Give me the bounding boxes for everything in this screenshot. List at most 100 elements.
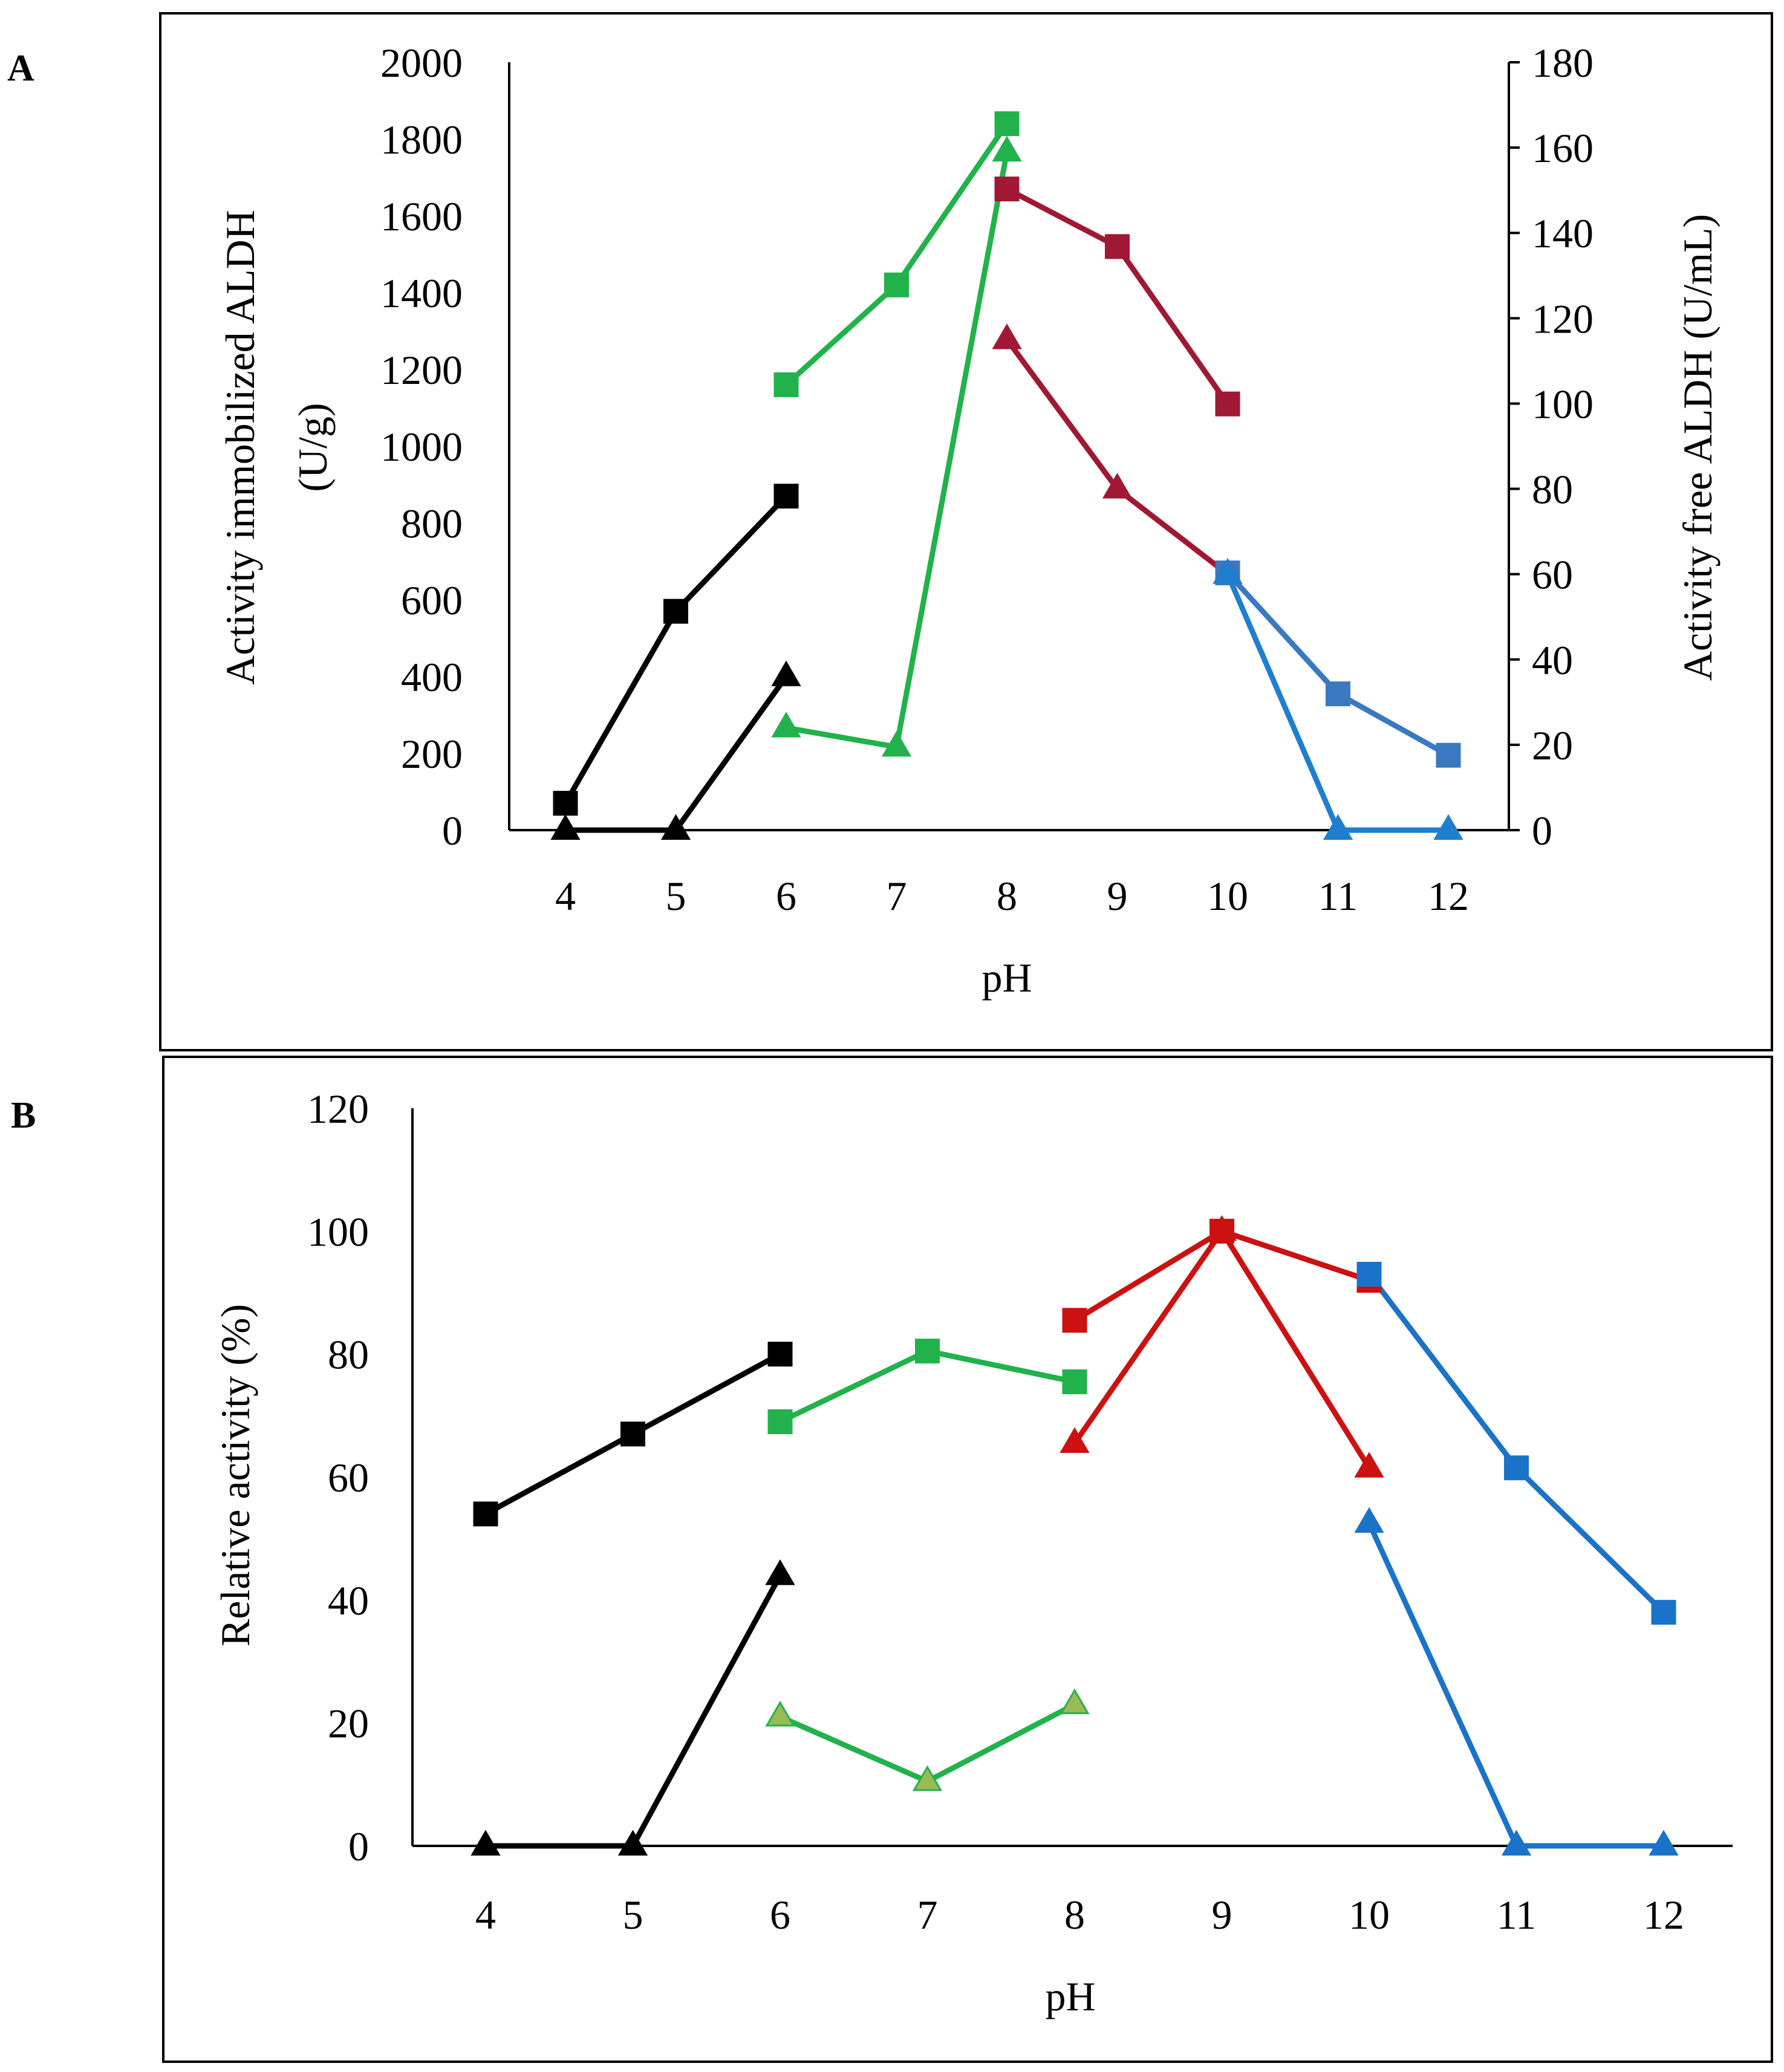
series-line (786, 151, 1010, 750)
y-tick-label-right: 120 (1532, 296, 1594, 342)
data-point-square (773, 372, 799, 397)
data-point-square (1326, 681, 1350, 707)
data-point-square (473, 1501, 498, 1527)
y-tick-label-left: 20 (328, 1701, 369, 1747)
y-tick-label-left: 1200 (380, 347, 463, 393)
y-tick-label-right: 180 (1532, 40, 1594, 86)
y-tick-label-left: 1000 (380, 424, 463, 470)
data-point-triangle (912, 1765, 943, 1791)
y-tick-label-right: 100 (1532, 381, 1594, 427)
y-axis-title-left: Activity immobilized ALDH (217, 210, 263, 685)
series-line (1073, 1228, 1370, 1323)
series-line (1367, 1272, 1666, 1614)
data-point-triangle (617, 1830, 648, 1856)
x-tick-label: 4 (555, 873, 576, 919)
x-tick-label: 5 (623, 1892, 643, 1938)
x-tick-label: 9 (1107, 873, 1128, 919)
panel-b-frame (162, 1056, 1773, 2063)
data-point-triangle (771, 660, 801, 686)
x-tick-label: 12 (1643, 1892, 1684, 1938)
y-tick-label-right: 20 (1532, 723, 1573, 768)
x-tick-label: 11 (1318, 873, 1358, 919)
y-tick-label-right: 60 (1532, 552, 1573, 598)
data-point-square (1105, 234, 1130, 259)
x-tick-label: 4 (475, 1892, 496, 1938)
y-tick-label-left: 600 (401, 577, 463, 623)
data-point-square (620, 1421, 645, 1447)
y-tick-label-left: 0 (442, 808, 463, 854)
data-point-square (1062, 1308, 1087, 1333)
data-point-triangle (550, 814, 581, 840)
data-point-triangle (1206, 1215, 1237, 1241)
data-point-triangle (992, 323, 1022, 349)
y-tick-label-left: 1800 (380, 117, 463, 163)
y-tick-label-left: 120 (307, 1086, 369, 1132)
data-point-triangle (470, 1830, 501, 1856)
data-point-triangle (1501, 1830, 1532, 1856)
data-point-triangle (765, 1559, 795, 1585)
data-point-triangle (765, 1700, 795, 1727)
data-point-square (663, 599, 688, 624)
y-tick-label-left: 800 (401, 501, 463, 547)
data-point-square (1504, 1455, 1529, 1481)
panel-a-frame (159, 12, 1773, 1051)
y-axis-title-left-units: (U/g) (290, 403, 336, 492)
y-tick-label-right: 160 (1532, 125, 1594, 171)
data-point-triangle (1354, 1507, 1384, 1533)
x-tick-label: 7 (887, 873, 907, 919)
series-line (1004, 337, 1229, 577)
y-tick-label-right: 80 (1532, 467, 1573, 513)
panel-label-b: B (11, 1095, 36, 1136)
y-tick-label-left: 1600 (380, 193, 463, 239)
data-point-square (767, 1409, 793, 1434)
y-axis-title: Relative activity (%) (212, 1304, 258, 1646)
x-axis-title: pH (982, 955, 1032, 1001)
data-point-triangle (992, 135, 1022, 162)
data-point-triangle (1060, 1427, 1090, 1453)
x-tick-label: 6 (770, 1892, 790, 1938)
data-point-triangle (881, 730, 912, 757)
y-tick-label-left: 200 (401, 731, 463, 777)
data-point-square (1651, 1600, 1676, 1625)
data-point-triangle (1433, 814, 1463, 840)
x-tick-label: 9 (1212, 1892, 1232, 1938)
y-tick-label-right: 40 (1532, 637, 1573, 683)
data-point-triangle (1649, 1830, 1679, 1856)
y-tick-label-left: 0 (348, 1824, 369, 1869)
data-point-triangle (1102, 473, 1133, 499)
y-tick-label-left: 400 (401, 654, 463, 700)
series-line (486, 1574, 783, 1849)
chart-a: 0 200 400 600 800 1000 1200 1400 1600 1800 2000 0 20… (217, 40, 1721, 1001)
x-tick-label: 10 (1349, 1892, 1390, 1938)
data-point-triangle (660, 814, 691, 840)
series-line (563, 494, 789, 805)
y-tick-label-left: 80 (328, 1332, 369, 1378)
x-tick-label: 8 (997, 873, 1017, 919)
data-point-square (1215, 391, 1240, 417)
y-tick-label-left: 2000 (380, 40, 463, 86)
y-tick-label-left: 1400 (380, 270, 463, 316)
data-point-square (994, 111, 1020, 137)
series-line (784, 122, 1009, 387)
y-tick-label-left: 100 (307, 1209, 369, 1255)
chart-b: 0 20 40 60 80 100 120 4 5 6 7 8 9 10 11 12 pH Relative ac… (212, 1086, 1733, 2019)
data-point-square (884, 272, 909, 297)
x-tick-label: 12 (1428, 873, 1469, 919)
data-point-triangle (1213, 558, 1243, 584)
data-point-square (915, 1339, 940, 1364)
data-point-square (994, 177, 1020, 202)
series-line (1005, 186, 1230, 406)
x-tick-label: 7 (917, 1892, 938, 1938)
x-tick-label: 10 (1207, 873, 1248, 919)
y-tick-label-right: 0 (1532, 808, 1552, 854)
series-line (565, 675, 789, 833)
data-point-square (1356, 1262, 1382, 1287)
data-point-triangle (1323, 814, 1353, 840)
data-point-square (1436, 742, 1461, 768)
series-line (1225, 571, 1450, 758)
y-axis-title-right: Activity free ALDH (U/mL) (1675, 214, 1721, 681)
data-point-square (1062, 1369, 1087, 1394)
data-point-triangle (1354, 1452, 1384, 1478)
x-axis-title: pH (1045, 1973, 1095, 2019)
